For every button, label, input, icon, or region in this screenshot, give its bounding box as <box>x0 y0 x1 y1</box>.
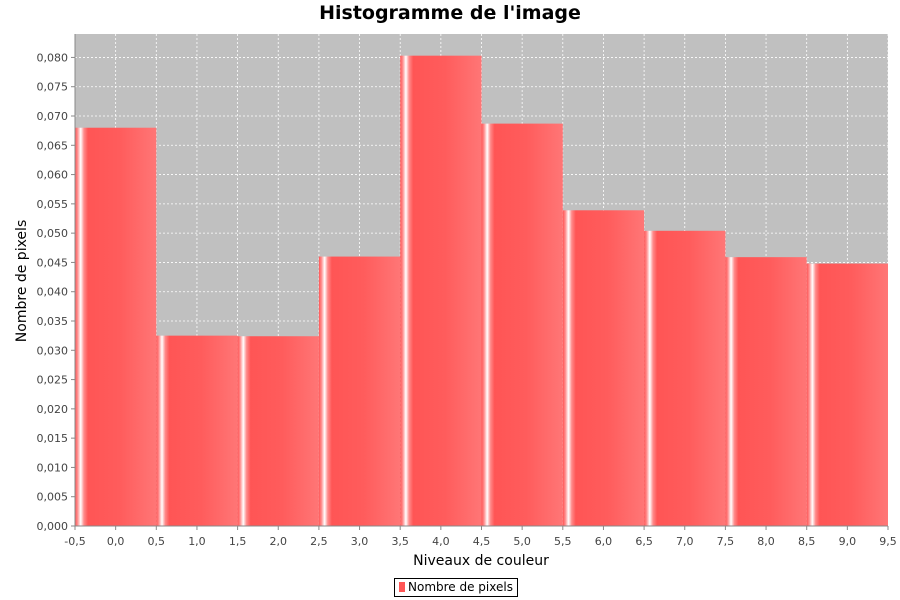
x-tick-label: 3,5 <box>391 535 409 548</box>
histogram-bar <box>318 256 401 526</box>
y-tick-label: 0,015 <box>37 432 69 445</box>
y-tick-label: 0,005 <box>37 491 69 504</box>
y-tick-label: 0,050 <box>37 227 69 240</box>
x-tick-label: 0,0 <box>107 535 125 548</box>
y-axis-label: Nombre de pixels <box>14 220 30 342</box>
x-tick-label: 7,5 <box>717 535 735 548</box>
x-tick-label: 4,0 <box>432 535 450 548</box>
legend-label: Nombre de pixels <box>408 580 513 594</box>
y-tick-label: 0,045 <box>37 256 69 269</box>
y-tick-label: 0,065 <box>37 139 69 152</box>
x-tick-label: 8,0 <box>757 535 775 548</box>
x-tick-label: 5,5 <box>554 535 572 548</box>
y-tick-label: 0,060 <box>37 169 69 182</box>
y-tick-label: 0,040 <box>37 286 69 299</box>
x-tick-label: 1,0 <box>188 535 206 548</box>
x-tick-label: 0,5 <box>148 535 166 548</box>
y-tick-label: 0,010 <box>37 461 69 474</box>
x-tick-label: 8,5 <box>798 535 816 548</box>
legend-swatch <box>399 582 405 592</box>
chart-title: Histogramme de l'image <box>319 2 581 24</box>
x-tick-label: 6,0 <box>595 535 613 548</box>
legend: Nombre de pixels <box>394 578 518 597</box>
histogram-bar <box>75 127 157 526</box>
x-tick-label: 2,0 <box>270 535 288 548</box>
x-tick-label: 6,5 <box>635 535 653 548</box>
y-tick-label: 0,075 <box>37 81 69 94</box>
x-tick-label: 9,0 <box>839 535 857 548</box>
x-tick-label: 3,0 <box>351 535 369 548</box>
y-tick-label: 0,055 <box>37 198 69 211</box>
histogram-bar <box>237 336 319 526</box>
histogram-bar <box>156 335 238 526</box>
x-tick-label: 5,0 <box>513 535 531 548</box>
histogram-bar <box>725 257 807 526</box>
y-tick-label: 0,035 <box>37 315 69 328</box>
y-tick-label: 0,080 <box>37 51 69 64</box>
y-tick-label: 0,070 <box>37 110 69 123</box>
y-tick-label: 0,030 <box>37 344 69 357</box>
x-tick-label: 2,5 <box>310 535 328 548</box>
histogram-bar <box>806 263 888 526</box>
y-tick-label: 0,000 <box>37 520 69 533</box>
x-axis-label: Niveaux de couleur <box>413 553 549 569</box>
histogram-bar <box>562 210 645 527</box>
x-tick-label: 9,5 <box>879 535 897 548</box>
histogram-bar <box>400 55 482 527</box>
x-tick-label: 7,0 <box>676 535 694 548</box>
y-tick-label: 0,020 <box>37 403 69 416</box>
x-tick-label: 4,5 <box>473 535 491 548</box>
histogram-bar <box>481 123 563 526</box>
x-tick-label: -0,5 <box>64 535 85 548</box>
x-tick-label: 1,5 <box>229 535 247 548</box>
histogram-bar <box>644 230 726 527</box>
y-tick-label: 0,025 <box>37 374 69 387</box>
